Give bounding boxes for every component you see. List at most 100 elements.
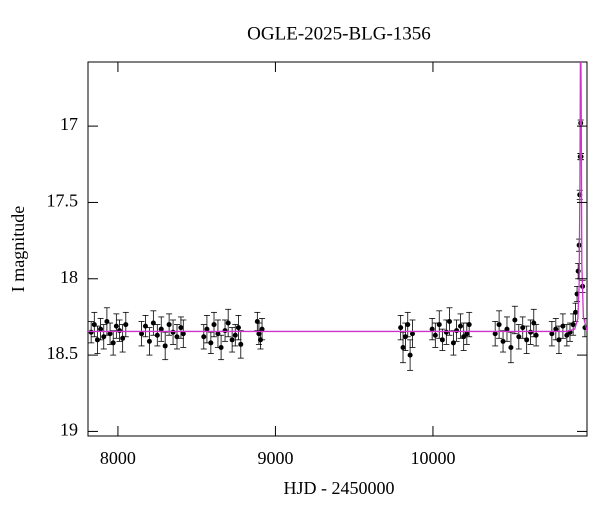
data-point: [200, 324, 207, 350]
point: [218, 344, 224, 350]
point: [575, 268, 581, 274]
point: [492, 331, 498, 337]
point: [409, 331, 415, 337]
point: [500, 338, 506, 344]
point: [446, 319, 452, 325]
data-point: [110, 330, 117, 356]
x-tick-label: 10000: [410, 448, 455, 468]
point: [208, 340, 214, 346]
data-point: [439, 328, 446, 351]
data-point: [207, 331, 214, 354]
plot-area: [88, 62, 587, 371]
x-axis-label: HJD - 2450000: [284, 478, 395, 498]
point: [398, 325, 404, 331]
data-point: [237, 330, 244, 359]
data-point: [138, 321, 145, 347]
data-point: [180, 319, 187, 348]
point: [458, 323, 464, 329]
y-tick-label: 17: [60, 114, 78, 134]
data-point: [97, 318, 104, 341]
x-tick-label: 9000: [257, 448, 293, 468]
point: [204, 326, 210, 332]
point: [454, 328, 460, 334]
data-point: [397, 315, 404, 341]
point: [432, 332, 438, 338]
point: [180, 331, 186, 337]
point: [154, 332, 160, 338]
point: [524, 337, 530, 343]
y-tick-label: 19: [60, 420, 78, 440]
y-tick-label: 18.5: [47, 343, 79, 363]
point: [238, 341, 244, 347]
y-tick-label: 17.5: [47, 191, 79, 211]
point: [553, 326, 559, 332]
point: [139, 331, 145, 337]
data-point: [496, 310, 503, 339]
data-point: [158, 316, 165, 342]
data-point: [225, 308, 232, 338]
model-line: [88, 62, 587, 333]
point: [461, 334, 467, 340]
point: [211, 322, 217, 328]
data-point: [94, 325, 101, 354]
x-tick-label: 8000: [100, 448, 136, 468]
point: [162, 343, 168, 349]
data-point: [457, 313, 464, 339]
point: [466, 322, 472, 328]
data-point: [429, 318, 436, 341]
data-point: [500, 330, 507, 353]
data-point: [511, 305, 518, 335]
data-point: [533, 324, 540, 347]
point: [146, 338, 152, 344]
point: [528, 329, 534, 335]
point: [570, 322, 576, 328]
data-point: [254, 311, 261, 332]
point: [98, 326, 104, 332]
data-point: [404, 311, 411, 338]
point: [496, 322, 502, 328]
data-point: [507, 331, 514, 364]
point: [549, 331, 555, 337]
point: [512, 317, 518, 323]
data-point: [100, 324, 107, 350]
y-tick-label: 18: [60, 267, 78, 287]
data-point: [107, 322, 114, 345]
point: [573, 309, 579, 315]
data-point: [503, 316, 510, 342]
point: [443, 329, 449, 335]
data-point: [460, 322, 467, 351]
chart-title: OGLE-2025-BLG-1356: [247, 23, 431, 44]
data-point: [446, 307, 453, 336]
data-point: [519, 316, 526, 339]
data-point: [122, 311, 129, 338]
point: [464, 331, 470, 337]
data-point: [466, 311, 473, 338]
data-point: [492, 321, 499, 347]
data-point: [552, 318, 559, 341]
data-point: [575, 263, 582, 280]
point: [113, 323, 119, 329]
data-point: [259, 318, 266, 341]
data-point: [572, 302, 579, 322]
point: [508, 344, 514, 350]
point: [88, 329, 94, 335]
y-axis-label: I magnitude: [8, 206, 28, 292]
point: [439, 337, 445, 343]
point: [235, 325, 241, 331]
data-point: [450, 330, 457, 356]
point: [117, 328, 123, 334]
point: [429, 326, 435, 332]
point: [170, 329, 176, 335]
point: [107, 331, 113, 337]
point: [436, 322, 442, 328]
point: [225, 320, 231, 326]
data-point: [570, 313, 577, 336]
point: [259, 326, 265, 332]
data-point: [211, 311, 218, 338]
point: [166, 322, 172, 328]
data-point: [154, 324, 161, 347]
point: [232, 332, 238, 338]
point: [400, 344, 406, 350]
